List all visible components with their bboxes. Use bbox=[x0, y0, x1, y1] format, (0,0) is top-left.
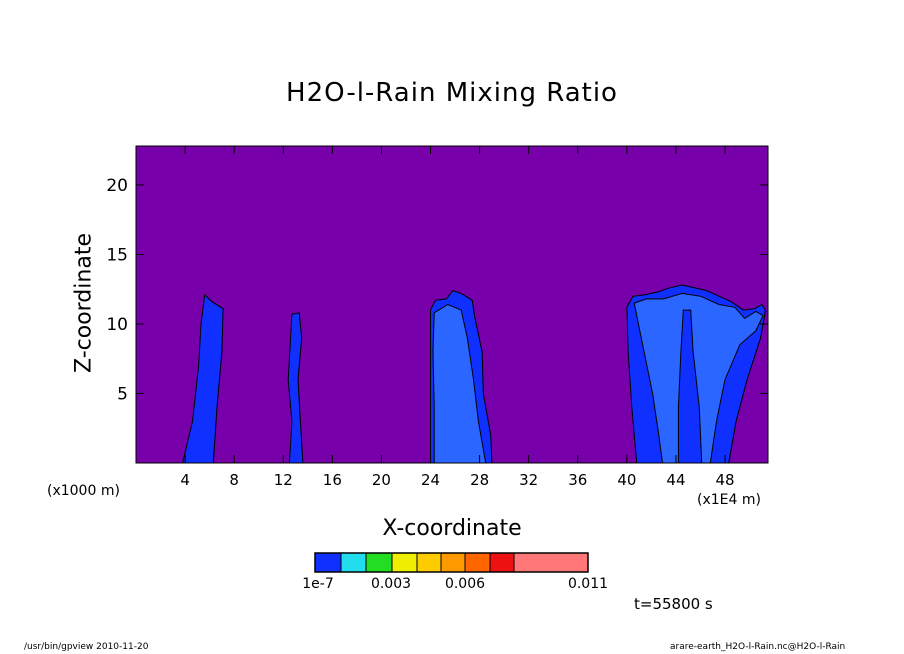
colorbar-frame bbox=[314, 552, 589, 573]
x-tick-label-40: 40 bbox=[617, 471, 636, 489]
colorbar-level-label: 0.011 bbox=[567, 576, 609, 592]
colorbar-swatch-0 bbox=[314, 552, 342, 573]
colorbar-level-label: 0.003 bbox=[370, 576, 412, 592]
footer-source-file: arare-earth_H2O-l-Rain.nc@H2O-l-Rain bbox=[670, 642, 846, 652]
colorbar-swatch-2 bbox=[365, 552, 393, 573]
contour-region-0 bbox=[181, 293, 224, 464]
colorbar bbox=[314, 552, 589, 573]
x-axis-unit-left: (x1000 m) bbox=[47, 483, 120, 499]
time-stamp: t=55800 s bbox=[634, 595, 713, 613]
y-tick-label-5: 5 bbox=[117, 384, 128, 404]
x-axis-ticks: 4 8 12 16 20 24 28 32 36 40 44 48 bbox=[180, 146, 735, 489]
x-axis-unit-right: (x1E4 m) bbox=[697, 492, 761, 508]
x-tick-label-12: 12 bbox=[274, 471, 293, 489]
colorbar-swatch-5 bbox=[440, 552, 466, 573]
y-tick-label-10: 10 bbox=[106, 315, 128, 335]
colorbar-level-label: 1e-7 bbox=[302, 576, 334, 592]
colorbar-swatch-1 bbox=[340, 552, 367, 573]
x-tick-label-48: 48 bbox=[716, 471, 735, 489]
colorbar-swatch-8 bbox=[513, 552, 589, 573]
x-tick-label-16: 16 bbox=[323, 471, 342, 489]
x-tick-label-4: 4 bbox=[180, 471, 190, 489]
colorbar-level-label: 0.006 bbox=[444, 576, 486, 592]
contour-region-1 bbox=[287, 312, 304, 464]
x-tick-label-44: 44 bbox=[666, 471, 685, 489]
x-tick-label-36: 36 bbox=[568, 471, 587, 489]
colorbar-swatch-3 bbox=[391, 552, 418, 573]
colorbar-swatch-4 bbox=[416, 552, 442, 573]
y-tick-label-15: 15 bbox=[106, 245, 128, 265]
y-axis-label: Z-coordinate bbox=[71, 233, 97, 373]
plot-frame bbox=[135, 145, 769, 464]
y-axis-ticks: 5 10 15 20 bbox=[106, 176, 768, 404]
x-tick-label-28: 28 bbox=[470, 471, 489, 489]
y-tick-label-20: 20 bbox=[106, 176, 128, 196]
colorbar-swatch-6 bbox=[464, 552, 491, 573]
contour-layer bbox=[181, 284, 767, 464]
x-tick-label-20: 20 bbox=[372, 471, 391, 489]
colorbar-swatch-7 bbox=[489, 552, 515, 573]
x-tick-label-24: 24 bbox=[421, 471, 440, 489]
chart-title: H2O-l-Rain Mixing Ratio bbox=[286, 78, 618, 108]
x-axis-label: X-coordinate bbox=[382, 516, 522, 541]
footer-program-date: /usr/bin/gpview 2010-11-20 bbox=[24, 642, 149, 652]
contour-region-4 bbox=[432, 303, 487, 464]
x-tick-label-32: 32 bbox=[519, 471, 538, 489]
x-tick-label-8: 8 bbox=[229, 471, 239, 489]
